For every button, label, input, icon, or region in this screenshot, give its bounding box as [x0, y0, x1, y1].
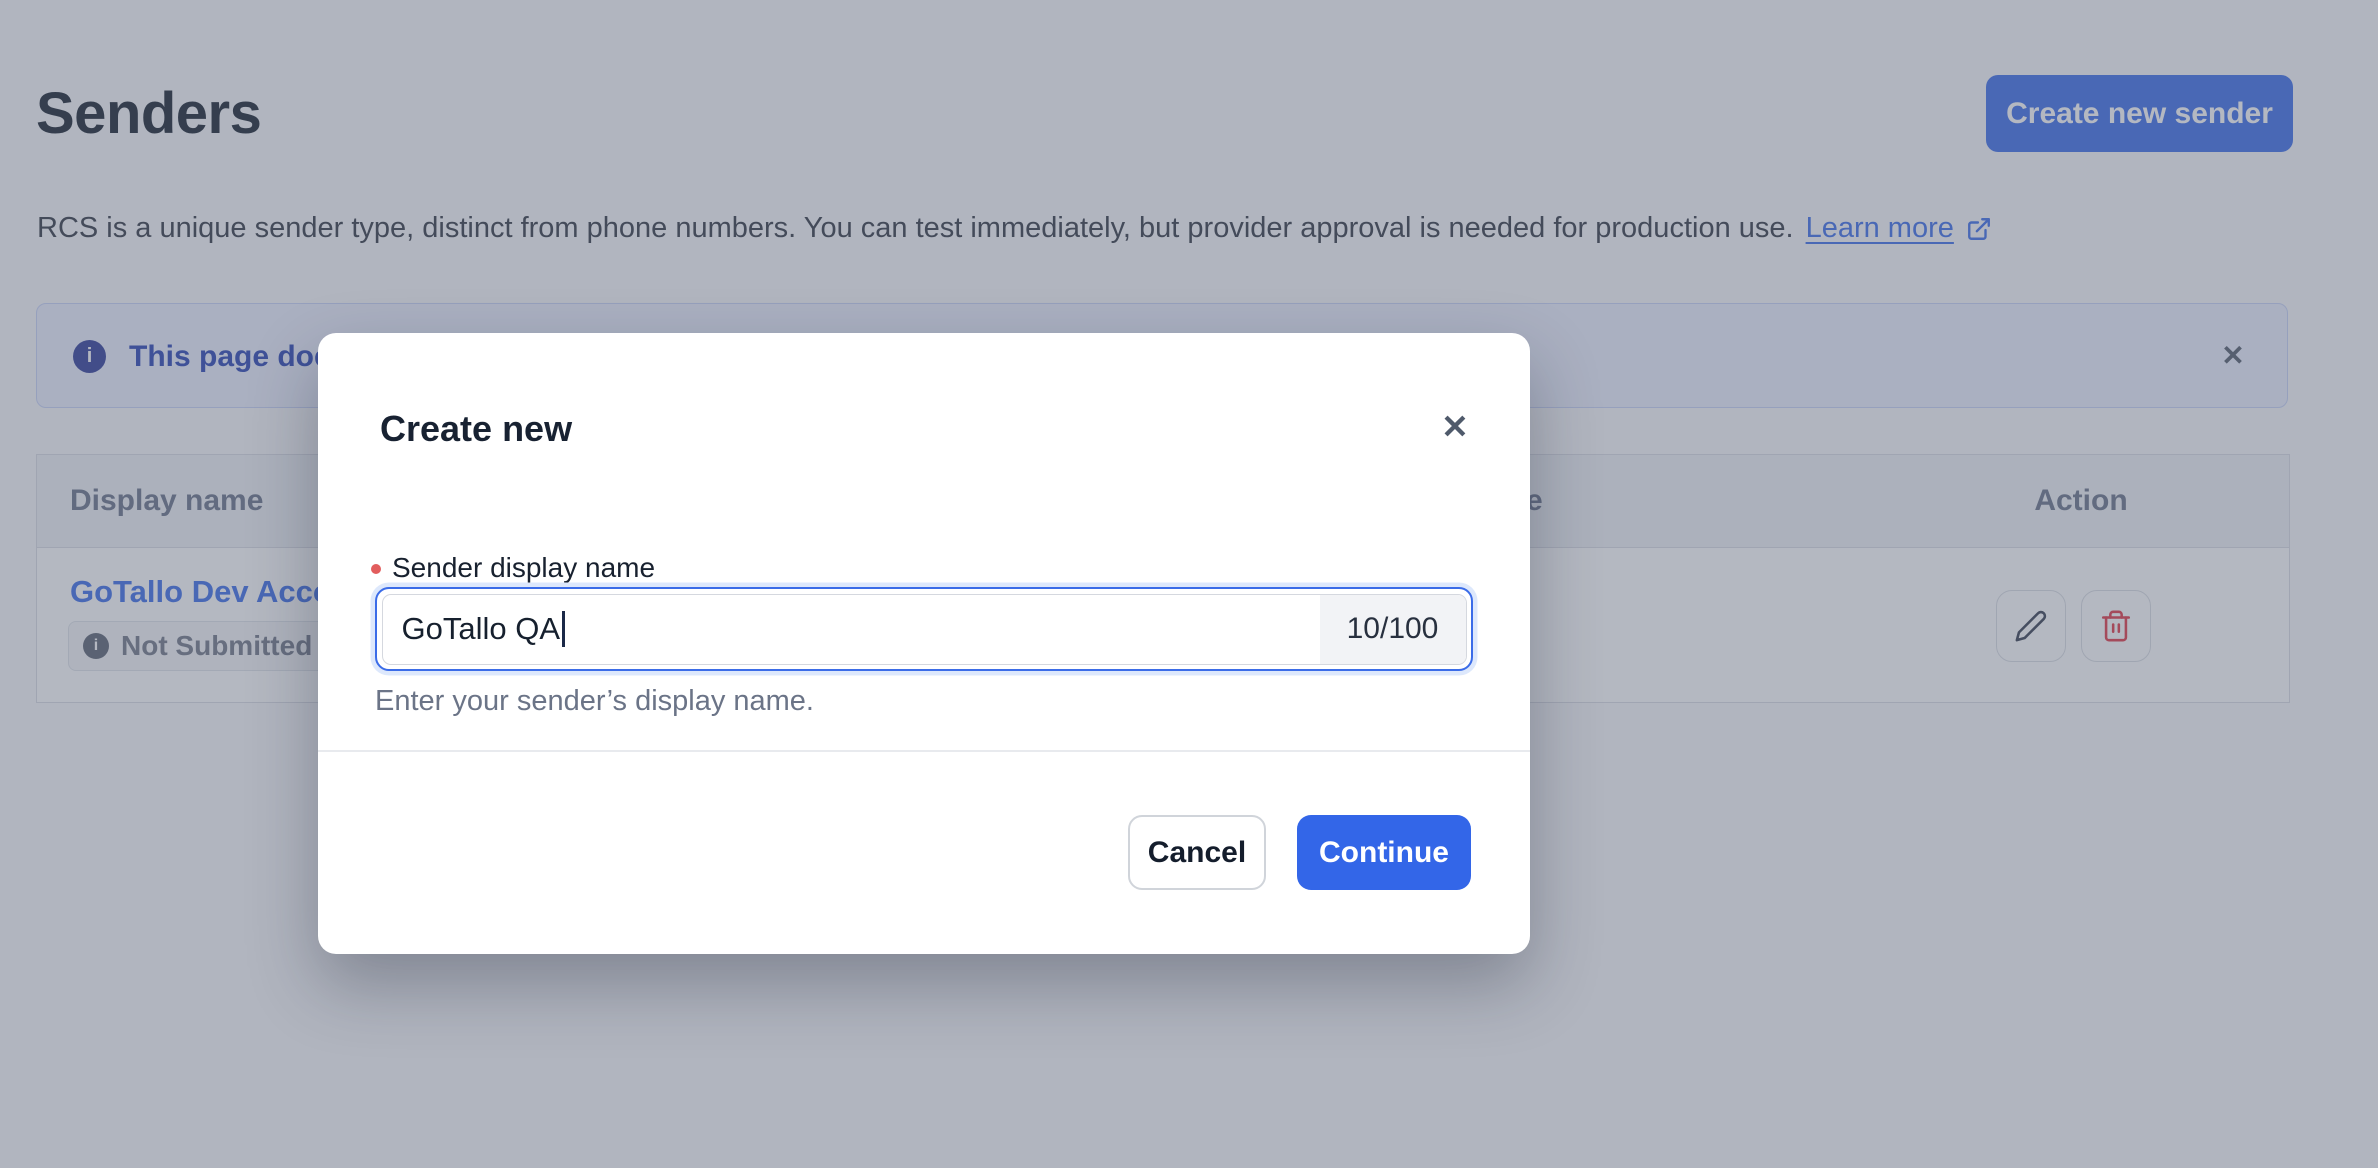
sender-display-name-field-inner: GoTallo QA 10/100 [381, 593, 1467, 665]
character-counter: 10/100 [1319, 594, 1466, 664]
field-helper-text: Enter your sender’s display name. [375, 685, 814, 717]
text-cursor [562, 611, 566, 647]
modal-footer-divider [318, 750, 1530, 752]
sender-display-name-label: Sender display name [392, 552, 656, 583]
banner-close-button[interactable]: ✕ [2211, 334, 2255, 378]
create-new-modal: Create new ✕ Sender display name GoTallo… [318, 333, 1530, 954]
page-title: Senders [36, 81, 262, 146]
edit-button[interactable] [1996, 590, 2066, 662]
sender-display-name-input[interactable]: GoTallo QA [401, 611, 561, 646]
info-icon-glyph: i [86, 345, 93, 367]
info-icon: i [83, 633, 109, 659]
close-icon: ✕ [2221, 340, 2245, 371]
continue-button[interactable]: Continue [1297, 815, 1471, 890]
learn-more-link[interactable]: Learn more [1805, 212, 1954, 244]
info-icon-glyph: i [93, 637, 99, 654]
row-actions [1996, 590, 2151, 662]
external-link-icon [1967, 217, 1990, 240]
banner-text: This page doe [129, 339, 331, 373]
cancel-button[interactable]: Cancel [1128, 815, 1266, 890]
status-badge: i Not Submitted [68, 621, 336, 671]
sender-name-link[interactable]: GoTallo Dev Accou [70, 574, 351, 609]
trash-icon [2101, 610, 2131, 642]
modal-title: Create new [380, 408, 573, 449]
delete-button[interactable] [2081, 590, 2151, 662]
column-header-action: Action [2034, 484, 2128, 517]
required-marker-icon [371, 564, 381, 574]
modal-close-button[interactable]: ✕ [1433, 404, 1477, 448]
close-icon: ✕ [1441, 407, 1469, 445]
page-description-text: RCS is a unique sender type, distinct fr… [37, 212, 1794, 244]
field-label-row: Sender display name [371, 552, 655, 584]
create-new-sender-button[interactable]: Create new sender [1986, 75, 2293, 152]
status-badge-label: Not Submitted [121, 630, 313, 661]
column-header-display-name: Display name [70, 484, 264, 517]
column-header-partial: e [1526, 484, 1543, 517]
pencil-icon [2015, 610, 2047, 642]
sender-display-name-field[interactable]: GoTallo QA 10/100 [375, 587, 1473, 671]
info-icon: i [73, 340, 106, 373]
page-description: RCS is a unique sender type, distinct fr… [37, 212, 1992, 245]
